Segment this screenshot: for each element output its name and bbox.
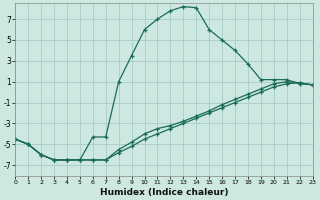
X-axis label: Humidex (Indice chaleur): Humidex (Indice chaleur) xyxy=(100,188,228,197)
